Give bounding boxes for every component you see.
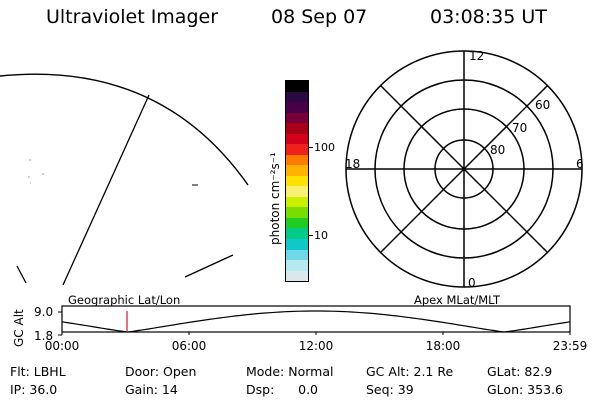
color-scale-swatch xyxy=(286,186,308,197)
observation-time: 03:08:35 UT xyxy=(430,6,547,28)
color-scale-swatch xyxy=(286,196,308,208)
polar-diagonal xyxy=(380,85,548,253)
mlt-label-right: 6 xyxy=(576,157,584,171)
color-scale-swatch xyxy=(286,260,308,271)
observation-date: 08 Sep 07 xyxy=(271,6,368,28)
geographic-lon-info: GLon: 353.6 xyxy=(487,382,563,397)
filter-info: Flt: LBHL xyxy=(10,364,66,379)
altitude-axis-label: GC Alt xyxy=(12,309,26,347)
color-scale-tick-label: 100 xyxy=(314,141,335,154)
mode-info: Mode: Normal xyxy=(246,364,334,379)
door-info: Door: Open xyxy=(125,364,197,379)
mlt-label-left: 18 xyxy=(345,157,360,171)
color-scale-swatch xyxy=(286,112,308,124)
color-scale-unit-label: photon cm⁻²s⁻¹ xyxy=(268,152,282,245)
latitude-line xyxy=(184,254,234,278)
time-tick-label: 12:00 xyxy=(299,339,334,353)
color-scale-bar xyxy=(285,80,309,282)
left-coordinate-label: Geographic Lat/Lon xyxy=(68,293,180,307)
altitude-timeline: GC Alt 9.0 1.8 Geographic Lat/Lon Apex M… xyxy=(12,293,588,353)
mlt-label-bottom: 0 xyxy=(468,276,476,290)
gc-altitude-info: GC Alt: 2.1 Re xyxy=(366,364,454,379)
color-scale-swatch xyxy=(286,81,308,92)
color-scale-swatch xyxy=(286,270,308,282)
limb-segment xyxy=(16,265,27,284)
color-scale-swatch xyxy=(286,144,308,155)
color-scale-swatch xyxy=(286,238,308,250)
dsp-info: Dsp: 0.0 xyxy=(246,382,319,397)
meridian-line xyxy=(62,94,150,286)
polar-grid-plot: 12 18 6 0 60 70 80 xyxy=(345,49,584,290)
altitude-curve xyxy=(61,310,571,333)
color-scale-swatch xyxy=(286,207,308,218)
geographic-image xyxy=(0,73,249,286)
time-tick-label: 00:00 xyxy=(45,339,80,353)
time-tick-label: 23:59 xyxy=(553,339,588,353)
altitude-tick-label: 9.0 xyxy=(34,305,53,319)
lat-label-60: 60 xyxy=(535,98,550,112)
color-scale-swatch xyxy=(286,165,308,176)
color-scale-swatch xyxy=(286,102,308,113)
color-scale-swatch xyxy=(286,154,308,166)
time-tick-label: 06:00 xyxy=(172,339,207,353)
lat-label-70: 70 xyxy=(512,121,527,135)
color-scale-swatch xyxy=(286,249,308,261)
earth-limb-arc xyxy=(0,73,249,186)
color-scale-swatch xyxy=(286,123,308,134)
geographic-lat-info: GLat: 82.9 xyxy=(487,364,553,379)
sequence-info: Seq: 39 xyxy=(366,382,414,397)
altitude-plot-frame xyxy=(61,305,571,333)
lat-label-80: 80 xyxy=(490,143,505,157)
color-scale-swatch xyxy=(286,91,308,103)
color-scale-tick xyxy=(308,235,313,236)
color-scale-swatch xyxy=(286,133,308,145)
altitude-tick-label: 1.8 xyxy=(34,329,53,343)
color-scale-swatch xyxy=(286,228,308,239)
image-speckles xyxy=(28,159,44,184)
instrument-title: Ultraviolet Imager xyxy=(46,6,219,28)
color-scale-tick xyxy=(308,147,313,148)
right-coordinate-label: Apex MLat/MLT xyxy=(414,293,501,307)
gain-info: Gain: 14 xyxy=(125,382,178,397)
color-scale-tick-label: 10 xyxy=(314,229,328,242)
color-scale-swatch xyxy=(286,175,308,187)
color-scale-swatch xyxy=(286,217,308,229)
ip-info: IP: 36.0 xyxy=(10,382,58,397)
mlt-label-top: 12 xyxy=(469,49,484,63)
time-tick-label: 18:00 xyxy=(426,339,461,353)
